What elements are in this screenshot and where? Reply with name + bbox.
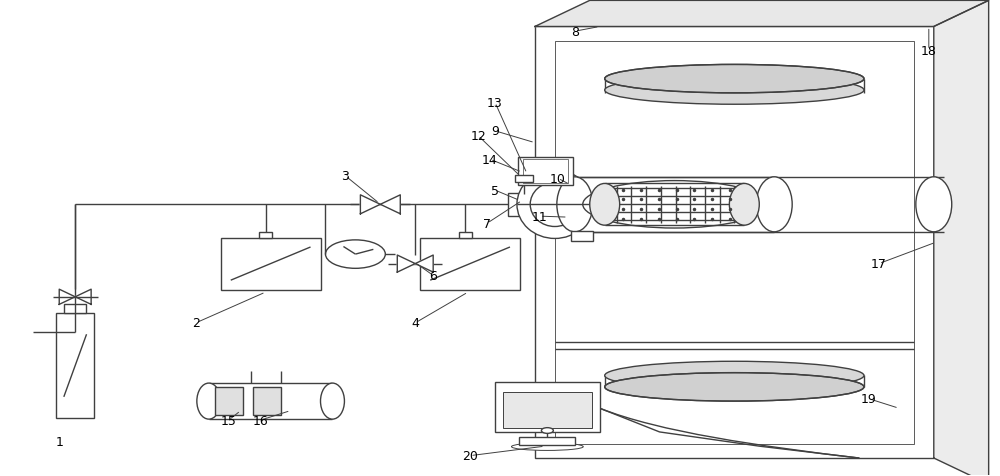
Text: 17: 17 <box>871 258 887 270</box>
Text: 18: 18 <box>921 45 937 58</box>
Bar <box>535 28 934 458</box>
Text: 16: 16 <box>253 414 269 426</box>
Polygon shape <box>380 196 400 214</box>
Ellipse shape <box>511 443 583 450</box>
Bar <box>495 382 600 432</box>
Bar <box>64 304 86 314</box>
Polygon shape <box>59 289 75 305</box>
Text: 1: 1 <box>55 435 63 448</box>
Ellipse shape <box>530 183 579 227</box>
Bar <box>420 238 520 290</box>
Ellipse shape <box>605 361 864 390</box>
Bar <box>459 232 472 238</box>
Polygon shape <box>535 1 989 28</box>
Polygon shape <box>397 256 415 273</box>
Bar <box>253 387 281 416</box>
Bar <box>571 232 593 241</box>
Bar <box>56 314 94 418</box>
Text: 6: 6 <box>429 269 437 282</box>
Bar <box>523 160 568 184</box>
Bar <box>555 41 914 444</box>
Ellipse shape <box>605 77 864 105</box>
Ellipse shape <box>590 184 620 226</box>
Text: 5: 5 <box>491 184 499 197</box>
Bar <box>215 387 243 416</box>
Text: 11: 11 <box>532 210 548 223</box>
Text: 3: 3 <box>341 170 349 183</box>
Bar <box>259 232 272 238</box>
Polygon shape <box>934 1 989 476</box>
Bar <box>519 437 575 445</box>
Polygon shape <box>360 196 380 214</box>
Text: 20: 20 <box>462 449 478 462</box>
Text: 10: 10 <box>550 172 566 185</box>
Text: 2: 2 <box>192 317 200 330</box>
Ellipse shape <box>605 373 864 401</box>
Text: 19: 19 <box>861 392 877 406</box>
Text: 4: 4 <box>411 317 419 330</box>
Ellipse shape <box>756 178 792 232</box>
Bar <box>515 175 533 182</box>
Ellipse shape <box>605 65 864 94</box>
Text: 15: 15 <box>221 414 237 426</box>
Ellipse shape <box>197 383 221 419</box>
Ellipse shape <box>541 428 553 434</box>
Ellipse shape <box>729 184 759 226</box>
Text: 9: 9 <box>491 125 499 138</box>
Text: 14: 14 <box>482 153 498 167</box>
Bar <box>508 194 536 217</box>
Ellipse shape <box>557 178 593 232</box>
Ellipse shape <box>916 178 952 232</box>
Text: 13: 13 <box>487 97 503 109</box>
Text: 8: 8 <box>571 26 579 39</box>
Polygon shape <box>415 256 433 273</box>
Bar <box>503 392 592 428</box>
Polygon shape <box>75 289 91 305</box>
Text: 12: 12 <box>470 130 486 143</box>
Text: 7: 7 <box>483 218 491 230</box>
Bar <box>221 238 320 290</box>
Ellipse shape <box>517 171 593 239</box>
Bar <box>518 158 573 186</box>
Ellipse shape <box>320 383 344 419</box>
Ellipse shape <box>325 240 385 269</box>
